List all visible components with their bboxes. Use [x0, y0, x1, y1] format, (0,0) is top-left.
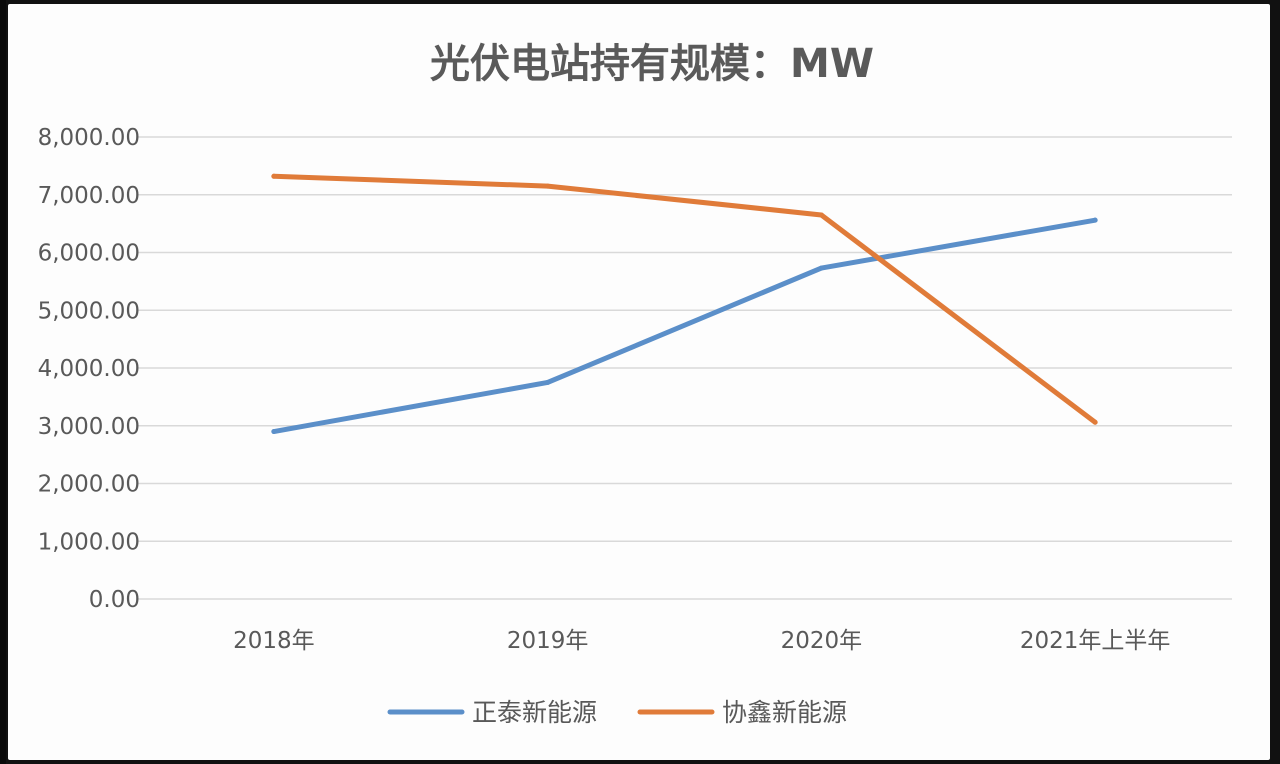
data-point [818, 212, 824, 218]
data-point [1092, 419, 1098, 425]
data-point [818, 265, 824, 271]
series-line-1 [271, 173, 1098, 425]
gridlines [137, 136, 1232, 600]
y-tick-label: 0.00 [89, 587, 140, 613]
x-tick-label: 2018年 [233, 628, 315, 654]
data-point [545, 183, 551, 189]
y-tick-label: 4,000.00 [38, 356, 140, 382]
legend-label: 正泰新能源 [472, 698, 597, 727]
y-tick-label: 8,000.00 [38, 125, 140, 151]
legend: 正泰新能源 协鑫新能源 [387, 698, 847, 727]
data-point [1092, 217, 1098, 223]
y-tick-label: 6,000.00 [38, 241, 140, 267]
data-point [271, 173, 277, 179]
y-tick-label: 2,000.00 [38, 472, 140, 498]
chart-title: 光伏电站持有规模：MW [430, 41, 874, 87]
series-line-0 [271, 217, 1098, 435]
legend-label: 协鑫新能源 [722, 698, 847, 727]
x-axis-ticks: 2018年 2019年 2020年 2021年上半年 [233, 628, 1170, 654]
data-point [271, 429, 277, 435]
y-tick-label: 7,000.00 [38, 183, 140, 209]
chart-panel [8, 4, 1270, 760]
y-tick-label: 3,000.00 [38, 414, 140, 440]
x-tick-label: 2019年 [507, 628, 589, 654]
x-tick-label: 2021年上半年 [1020, 628, 1171, 654]
y-tick-label: 5,000.00 [38, 298, 140, 324]
y-tick-label: 1,000.00 [38, 529, 140, 555]
x-tick-label: 2020年 [781, 628, 863, 654]
series-lines [271, 173, 1098, 435]
data-point [545, 379, 551, 385]
y-axis-ticks: 0.00 1,000.00 2,000.00 3,000.00 4,000.00 5,00… [38, 125, 140, 613]
